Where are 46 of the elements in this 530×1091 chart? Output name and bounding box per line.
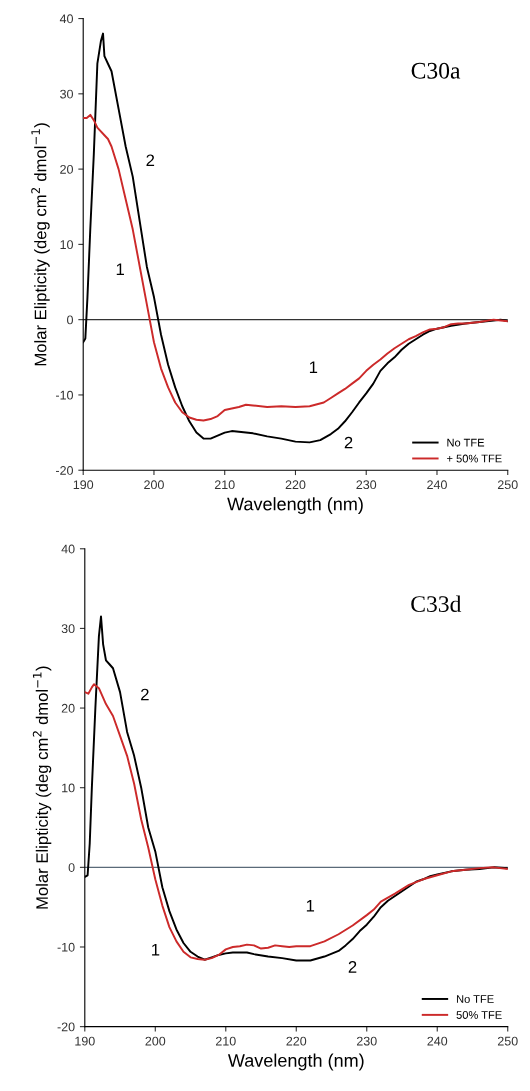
x-tick-label: 240: [427, 1036, 448, 1046]
x-tick-label: 190: [75, 1036, 95, 1046]
text: C33d: [411, 595, 462, 613]
x-tick-label: 200: [145, 1036, 166, 1046]
y-tick-label: 10: [60, 240, 73, 250]
x-tick-label: 210: [215, 1036, 236, 1046]
x-tick-label: 210: [214, 480, 235, 490]
y-tick-label: -10: [57, 942, 75, 952]
legend-label: + 50% TFE: [447, 454, 502, 463]
y-tick-label: 40: [61, 544, 75, 554]
y-tick-label: -20: [55, 466, 73, 475]
x-tick-label: 200: [144, 480, 164, 490]
annotation: 1: [116, 263, 124, 275]
x-tick-label: 240: [427, 480, 447, 490]
y-tick-label: 20: [60, 164, 73, 174]
y-tick-label: 30: [61, 624, 75, 634]
annotation: 2: [146, 154, 155, 167]
text: C30a: [411, 62, 461, 79]
x-tick-label: 250: [497, 480, 518, 490]
x-tick-label: 230: [356, 480, 377, 490]
x-tick-label: 190: [73, 480, 94, 490]
annotation: 2: [344, 436, 353, 449]
y-tick-label: 0: [67, 315, 73, 325]
x-tick-label: 230: [356, 1036, 377, 1046]
annotation: 1: [309, 361, 318, 373]
x-axis-title: Wavelength (nm): [227, 1053, 364, 1071]
legend-label: 50% TFE: [456, 1011, 502, 1019]
annotation: 2: [141, 688, 149, 701]
x-tick-label: 220: [286, 1036, 307, 1046]
y-tick-label: 40: [59, 14, 73, 24]
annotation: 1: [152, 943, 160, 956]
y-tick-label: -10: [55, 390, 73, 400]
y-tick-label: 30: [60, 89, 73, 99]
annotation: 2: [348, 961, 357, 973]
x-tick-label: 250: [497, 1036, 518, 1046]
y-tick-label: 20: [61, 703, 75, 713]
y-tick-label: -20: [57, 1022, 75, 1032]
y-axis-title: Molar Elipticity (deg cm$^{2}$ dmol$^{−1}$): [31, 123, 50, 366]
y-tick-label: 0: [68, 863, 75, 872]
y-axis-title: Molar Elipticity (deg cm$^{2}$ dmol$^{−1}$): [32, 666, 52, 909]
x-axis-title: Wavelength (nm): [227, 497, 363, 514]
annotation: 1: [306, 900, 315, 912]
y-tick-label: 10: [62, 783, 75, 793]
legend-label: No TFE: [456, 995, 494, 1003]
x-tick-label: 220: [285, 480, 306, 490]
legend-label: No TFE: [447, 438, 485, 447]
